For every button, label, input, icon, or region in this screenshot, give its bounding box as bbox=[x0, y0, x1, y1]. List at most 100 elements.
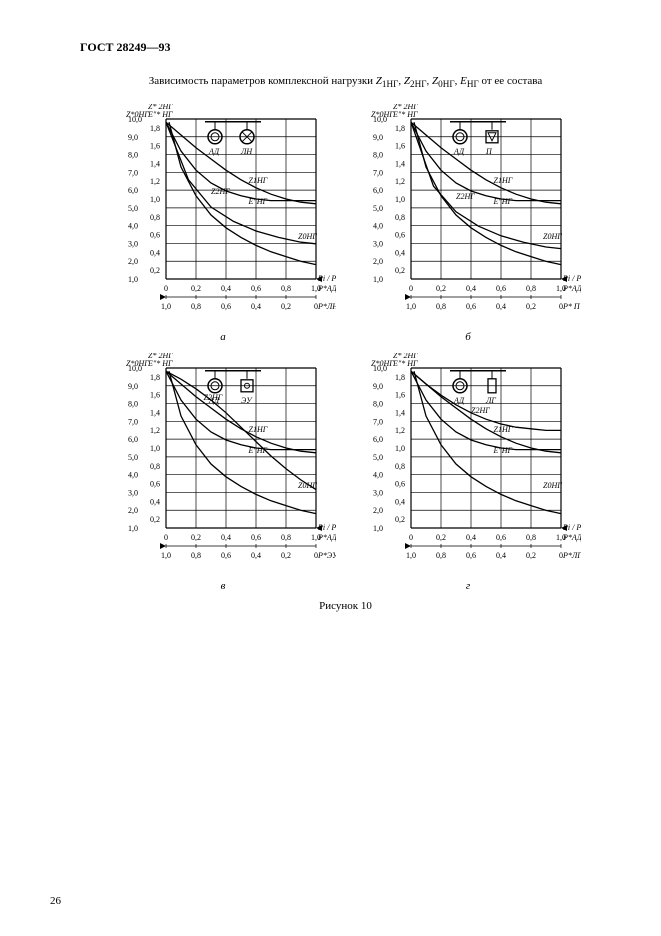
svg-text:3,0: 3,0 bbox=[128, 489, 138, 498]
svg-text:8,0: 8,0 bbox=[128, 151, 138, 160]
svg-text:0,4: 0,4 bbox=[221, 284, 231, 293]
svg-text:0,2: 0,2 bbox=[150, 515, 160, 524]
svg-text:0,4: 0,4 bbox=[395, 249, 405, 258]
svg-text:0,4: 0,4 bbox=[251, 551, 261, 560]
svg-text:0: 0 bbox=[164, 533, 168, 542]
svg-text:0,6: 0,6 bbox=[150, 231, 160, 240]
svg-text:1,0: 1,0 bbox=[150, 195, 160, 204]
svg-text:0,2: 0,2 bbox=[526, 551, 536, 560]
svg-text:0,8: 0,8 bbox=[281, 284, 291, 293]
svg-text:1,2: 1,2 bbox=[395, 426, 405, 435]
svg-text:0,6: 0,6 bbox=[466, 551, 476, 560]
svg-text:1,4: 1,4 bbox=[395, 409, 405, 418]
panel-v: 1,02,03,04,05,06,07,08,09,010,0Z*0НГ0,20… bbox=[111, 353, 336, 592]
svg-text:0,8: 0,8 bbox=[395, 213, 405, 222]
svg-text:ЛН: ЛН bbox=[240, 147, 253, 156]
svg-text:P*ЛГ: P*ЛГ bbox=[562, 551, 581, 560]
svg-text:8,0: 8,0 bbox=[373, 400, 383, 409]
svg-text:P*ЭУ: P*ЭУ bbox=[317, 551, 336, 560]
figure-caption: Рисунок 10 bbox=[80, 600, 611, 612]
svg-text:6,0: 6,0 bbox=[128, 186, 138, 195]
svg-text:2,0: 2,0 bbox=[128, 257, 138, 266]
svg-text:0,6: 0,6 bbox=[221, 551, 231, 560]
svg-text:9,0: 9,0 bbox=[373, 133, 383, 142]
svg-text:1,8: 1,8 bbox=[395, 373, 405, 382]
panel-g-label: г bbox=[466, 580, 470, 592]
figure-title: Зависимость параметров комплексной нагру… bbox=[80, 75, 611, 89]
panel-g: 1,02,03,04,05,06,07,08,09,010,0Z*0НГ0,20… bbox=[356, 353, 581, 592]
svg-text:0,2: 0,2 bbox=[191, 284, 201, 293]
svg-text:АД: АД bbox=[208, 147, 220, 156]
svg-text:8,0: 8,0 bbox=[373, 151, 383, 160]
svg-text:6,0: 6,0 bbox=[373, 186, 383, 195]
svg-text:Z*0НГ: Z*0НГ bbox=[371, 110, 394, 119]
svg-text:E"НГ: E"НГ bbox=[247, 197, 267, 206]
svg-text:1,4: 1,4 bbox=[395, 160, 405, 169]
svg-text:3,0: 3,0 bbox=[373, 240, 383, 249]
svg-text:2,0: 2,0 bbox=[373, 506, 383, 515]
svg-text:1,0: 1,0 bbox=[406, 551, 416, 560]
svg-text:1,0: 1,0 bbox=[406, 302, 416, 311]
svg-text:1,6: 1,6 bbox=[150, 391, 160, 400]
panel-a: 1,02,03,04,05,06,07,08,09,010,0Z*0НГ0,20… bbox=[111, 104, 336, 343]
svg-text:1,0: 1,0 bbox=[395, 195, 405, 204]
svg-text:0,8: 0,8 bbox=[150, 462, 160, 471]
svg-text:0,6: 0,6 bbox=[221, 302, 231, 311]
svg-text:0,8: 0,8 bbox=[191, 302, 201, 311]
svg-text:3,0: 3,0 bbox=[373, 489, 383, 498]
svg-text:E"* НГ: E"* НГ bbox=[147, 359, 173, 368]
svg-text:Z1НГ: Z1НГ bbox=[493, 176, 512, 185]
svg-text:0,6: 0,6 bbox=[466, 302, 476, 311]
svg-text:0,4: 0,4 bbox=[496, 302, 506, 311]
svg-text:1,4: 1,4 bbox=[150, 409, 160, 418]
svg-text:9,0: 9,0 bbox=[128, 133, 138, 142]
svg-text:7,0: 7,0 bbox=[128, 169, 138, 178]
panel-b-label: б bbox=[465, 331, 471, 343]
svg-text:5,0: 5,0 bbox=[128, 453, 138, 462]
svg-text:0,8: 0,8 bbox=[526, 533, 536, 542]
svg-text:1,6: 1,6 bbox=[150, 142, 160, 151]
svg-text:0,4: 0,4 bbox=[150, 249, 160, 258]
svg-text:1,2: 1,2 bbox=[150, 177, 160, 186]
svg-text:0,4: 0,4 bbox=[466, 533, 476, 542]
svg-text:0,8: 0,8 bbox=[436, 551, 446, 560]
svg-text:Z2НГ: Z2НГ bbox=[211, 187, 230, 196]
svg-text:0,4: 0,4 bbox=[466, 284, 476, 293]
svg-text:1,0: 1,0 bbox=[395, 444, 405, 453]
svg-text:1,2: 1,2 bbox=[150, 426, 160, 435]
svg-text:P*АД: P*АД bbox=[317, 533, 336, 542]
svg-text:Z2НГ: Z2НГ bbox=[456, 192, 475, 201]
svg-text:0: 0 bbox=[164, 284, 168, 293]
svg-text:5,0: 5,0 bbox=[128, 204, 138, 213]
svg-text:0,4: 0,4 bbox=[251, 302, 261, 311]
svg-text:ЛГ: ЛГ bbox=[485, 396, 496, 405]
svg-text:6,0: 6,0 bbox=[373, 435, 383, 444]
svg-text:1,8: 1,8 bbox=[150, 124, 160, 133]
svg-text:E"НГ: E"НГ bbox=[492, 197, 512, 206]
svg-text:1,0: 1,0 bbox=[150, 444, 160, 453]
panel-b: 1,02,03,04,05,06,07,08,09,010,0Z*0НГ0,20… bbox=[356, 104, 581, 343]
svg-text:0,4: 0,4 bbox=[395, 498, 405, 507]
svg-text:Z0НГ: Z0НГ bbox=[298, 232, 317, 241]
svg-text:1,0: 1,0 bbox=[161, 302, 171, 311]
svg-text:3,0: 3,0 bbox=[128, 240, 138, 249]
svg-text:0,8: 0,8 bbox=[191, 551, 201, 560]
svg-text:ЭУ: ЭУ bbox=[241, 396, 253, 405]
svg-text:7,0: 7,0 bbox=[373, 169, 383, 178]
svg-text:9,0: 9,0 bbox=[128, 382, 138, 391]
svg-text:0,8: 0,8 bbox=[436, 302, 446, 311]
svg-text:5,0: 5,0 bbox=[373, 204, 383, 213]
svg-text:0: 0 bbox=[409, 533, 413, 542]
svg-text:4,0: 4,0 bbox=[373, 222, 383, 231]
svg-text:7,0: 7,0 bbox=[373, 418, 383, 427]
svg-text:0,2: 0,2 bbox=[436, 284, 446, 293]
svg-text:7,0: 7,0 bbox=[128, 418, 138, 427]
svg-text:Z0НГ: Z0НГ bbox=[543, 481, 562, 490]
svg-text:E"* НГ: E"* НГ bbox=[392, 110, 418, 119]
svg-text:P*ЛН: P*ЛН bbox=[317, 302, 336, 311]
svg-text:0,2: 0,2 bbox=[395, 515, 405, 524]
svg-text:0,2: 0,2 bbox=[191, 533, 201, 542]
svg-text:1,2: 1,2 bbox=[395, 177, 405, 186]
svg-text:0,6: 0,6 bbox=[150, 480, 160, 489]
svg-text:Z1НГ: Z1НГ bbox=[248, 425, 267, 434]
